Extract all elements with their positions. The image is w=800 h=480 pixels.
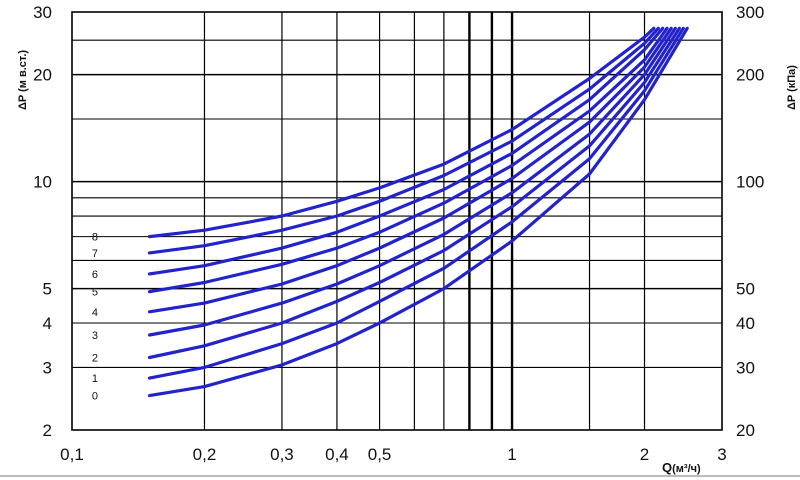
series-labels: 0 1 2 3 4 5 6 7 8 [92, 232, 98, 403]
x-tick-label: 3 [717, 445, 726, 464]
series-line-1 [147, 26, 685, 380]
y-tick-label-right: 100 [736, 173, 764, 192]
x-axis-title: Q(м³/ч) [662, 460, 701, 475]
y-tick-label-right: 300 [736, 3, 764, 22]
series-label-8: 8 [92, 232, 98, 244]
series-label-5: 5 [92, 287, 98, 299]
series-label-1: 1 [92, 373, 98, 385]
grid [0, 11, 800, 477]
y-tick-label-right: 50 [736, 280, 755, 299]
x-axis-title-main: Q [662, 460, 672, 475]
x-tick-label: 1 [507, 445, 516, 464]
x-tick-label: 0,2 [193, 445, 217, 464]
y-tick-label-left: 10 [33, 173, 52, 192]
series-line-5 [147, 26, 669, 294]
series-line-3 [147, 26, 677, 337]
y-tick-label-left: 2 [43, 421, 52, 440]
y-tick-label-right: 40 [736, 314, 755, 333]
x-axis-title-unit: (м³/ч) [672, 463, 701, 475]
series-lines [147, 26, 689, 398]
x-tick-label: 2 [640, 445, 649, 464]
y-tick-label-left: 3 [43, 358, 52, 377]
x-tick-label: 0,4 [325, 445, 349, 464]
x-tick-label: 0,1 [60, 445, 84, 464]
y-tick-label-right: 200 [736, 66, 764, 85]
x-tick-label: 0,3 [270, 445, 294, 464]
plot-frame [71, 11, 723, 431]
y-tick-label-left: 4 [43, 314, 52, 333]
series-line-4 [147, 26, 673, 314]
series-line-0 [147, 26, 689, 398]
tick-labels: 0,1 0,2 0,3 0,4 0,5 1 2 32345102030203040501002… [33, 3, 764, 464]
series-label-6: 6 [92, 269, 98, 281]
y-tick-label-left: 20 [33, 66, 52, 85]
x-tick-label: 0,5 [368, 445, 392, 464]
series-line-6 [147, 26, 665, 276]
series-line-8 [147, 26, 656, 239]
y-tick-label-left: 30 [33, 3, 52, 22]
y-tick-label-right: 30 [736, 358, 755, 377]
y-tick-label-right: 20 [736, 421, 755, 440]
series-label-0: 0 [92, 391, 98, 403]
series-label-2: 2 [92, 352, 98, 364]
y-axis-title-right: ΔP (кПа) [786, 65, 798, 110]
y-tick-label-left: 5 [43, 280, 52, 299]
y-axis-title-left: ΔP (м в.ст.) [17, 50, 29, 110]
series-label-3: 3 [92, 330, 98, 342]
series-label-4: 4 [92, 307, 98, 319]
series-line-7 [147, 26, 660, 255]
series-line-2 [147, 26, 681, 360]
series-label-7: 7 [92, 248, 98, 260]
